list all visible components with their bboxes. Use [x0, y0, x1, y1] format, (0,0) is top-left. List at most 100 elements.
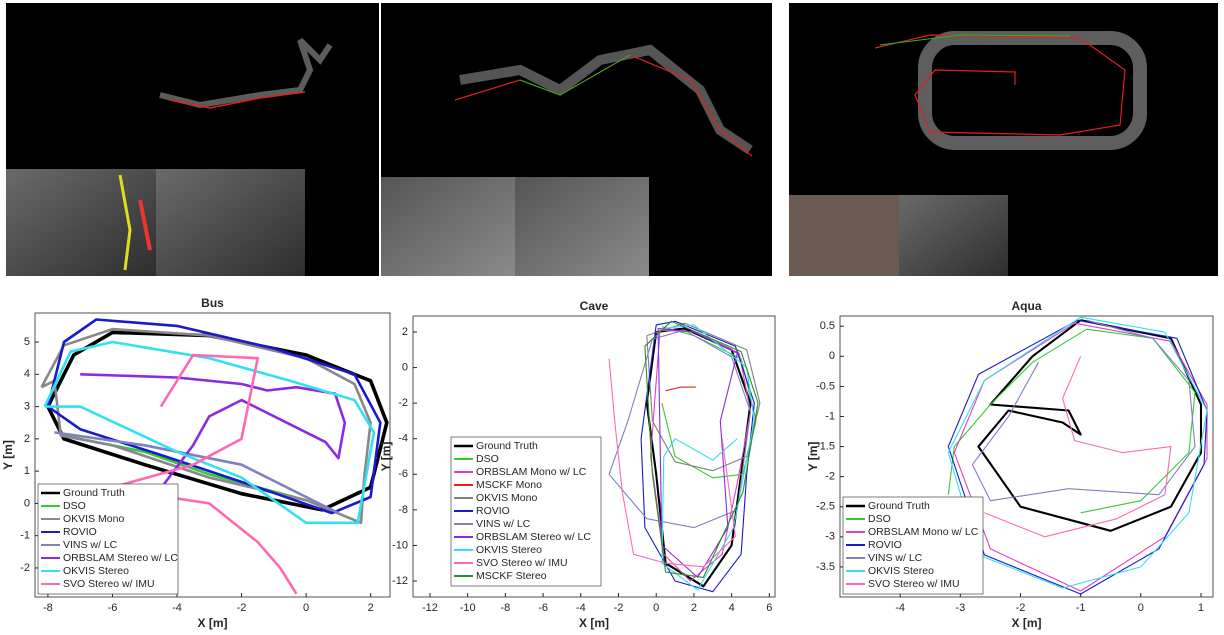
y-axis-label: Y [m]	[379, 442, 393, 472]
trajectory	[80, 373, 347, 485]
trajectory	[644, 320, 759, 578]
legend-label: OKVIS Stereo	[476, 544, 542, 556]
legend-label: MSCKF Stereo	[476, 570, 547, 582]
image-cave	[381, 3, 772, 276]
x-axis-label: X [m]	[579, 616, 609, 630]
legend-label: SVO Stereo w/ IMU	[63, 578, 155, 590]
trajectory	[977, 319, 1203, 532]
legend-label: DSO	[868, 513, 891, 525]
trajectory	[661, 324, 755, 591]
plot: Cave X [m] Y [m] -12 -10 -8 -6 -4 -2 0 2 4 6 -12 -10 -8…	[379, 299, 776, 630]
legend-label: OKVIS Stereo	[868, 565, 934, 577]
legend-label: DSO	[63, 500, 86, 512]
y-tick-label: -1	[20, 530, 30, 542]
legend-box	[842, 496, 984, 595]
x-tick-label: -12	[422, 602, 438, 614]
trajectory	[608, 329, 752, 529]
legend-label: VINS w/ LC	[868, 552, 923, 564]
legend-label: Ground Truth	[63, 487, 125, 499]
y-tick-label: 1	[24, 465, 30, 477]
trajectory	[657, 327, 738, 578]
y-tick-label: 0	[24, 497, 30, 509]
y-tick-label: -3.5	[816, 561, 835, 573]
x-tick-label: -4	[576, 602, 586, 614]
legend-label: MSCKF Mono	[476, 479, 542, 491]
x-axis-label: X [m]	[1012, 616, 1042, 630]
plot: Aqua X [m] Y [m] -4 -3 -2 -1 0 1 -3.5 -3 -2.5 -2 -1.5…	[806, 299, 1214, 630]
x-tick-label: 4	[729, 602, 735, 614]
legend-label: SVO Stereo w/ IMU	[476, 557, 568, 569]
y-axis-label: Y [m]	[806, 442, 820, 472]
trajectory	[54, 431, 339, 515]
legend-label: ORBSLAM Stereo w/ LC	[476, 531, 591, 543]
x-tick-label: -2	[1016, 602, 1026, 614]
trajectory	[971, 319, 1196, 502]
legend-box	[37, 483, 179, 595]
y-tick-label: -1	[825, 410, 835, 422]
trajectory	[640, 320, 755, 593]
x-tick-label: -3	[955, 602, 965, 614]
trajectory	[984, 356, 1172, 538]
x-tick-label: 0	[1138, 602, 1144, 614]
y-tick-label: -2	[398, 397, 408, 409]
x-tick-label: -6	[108, 602, 118, 614]
chart-title: Cave	[580, 299, 609, 313]
y-tick-label: -0.5	[816, 380, 835, 392]
y-tick-label: -8	[398, 504, 408, 516]
x-tick-label: 2	[368, 602, 374, 614]
trajectory	[947, 319, 1208, 595]
y-tick-label: -12	[392, 575, 408, 587]
trajectory	[947, 328, 1196, 514]
y-tick-label: 2	[24, 433, 30, 445]
legend-label: DSO	[476, 453, 499, 465]
x-tick-label: -8	[500, 602, 510, 614]
legend-box	[450, 436, 602, 587]
trajectory	[43, 340, 376, 525]
legend-label: OKVIS Mono	[63, 513, 124, 525]
x-tick-label: -2	[237, 602, 247, 614]
y-tick-label: -6	[398, 468, 408, 480]
legend-label: ORBSLAM Stereo w/ LC	[63, 552, 178, 564]
y-tick-label: 5	[24, 336, 30, 348]
legend-label: ORBSLAM Mono w/ LC	[868, 526, 979, 538]
x-tick-label: 1	[1198, 602, 1204, 614]
legend-label: VINS w/ LC	[476, 518, 531, 530]
x-tick-label: 0	[653, 602, 659, 614]
legend-label: Ground Truth	[476, 440, 538, 452]
y-tick-label: 4	[24, 368, 30, 380]
trajectory	[46, 330, 389, 512]
y-tick-label: -1.5	[816, 440, 835, 452]
chart-title: Bus	[201, 296, 224, 310]
x-tick-label: 0	[303, 602, 309, 614]
legend-label: ROVIO	[476, 505, 510, 517]
x-tick-label: -4	[895, 602, 905, 614]
legend-label: OKVIS Mono	[476, 492, 537, 504]
trajectory	[46, 318, 382, 515]
trajectory	[40, 327, 372, 525]
x-tick-label: -1	[1076, 602, 1086, 614]
x-axis-label: X [m]	[198, 616, 228, 630]
image-aqua	[789, 3, 1218, 276]
trajectory	[665, 386, 696, 392]
plot: Bus X [m] Y [m] -8 -6 -4 -2 0 2 -2 -1 0 1 2 3 4 5 Ground …	[1, 296, 391, 630]
y-tick-label: 0	[402, 361, 408, 373]
trajectory	[608, 358, 736, 568]
chart-title: Aqua	[1012, 299, 1042, 313]
trajectory	[947, 316, 1208, 589]
y-tick-label: -2.5	[816, 501, 835, 513]
x-tick-label: -10	[460, 602, 476, 614]
y-tick-label: -4	[398, 433, 408, 445]
y-axis-label: Y [m]	[1, 440, 15, 470]
x-tick-label: -8	[43, 602, 53, 614]
x-tick-label: -4	[172, 602, 182, 614]
x-tick-label: -2	[614, 602, 624, 614]
legend-label: VINS w/ LC	[63, 539, 118, 551]
legend-label: Ground Truth	[868, 500, 930, 512]
legend-label: OKVIS Stereo	[63, 565, 129, 577]
y-tick-label: 0	[829, 350, 835, 362]
y-tick-label: -2	[20, 562, 30, 574]
legend-label: ROVIO	[63, 526, 97, 538]
